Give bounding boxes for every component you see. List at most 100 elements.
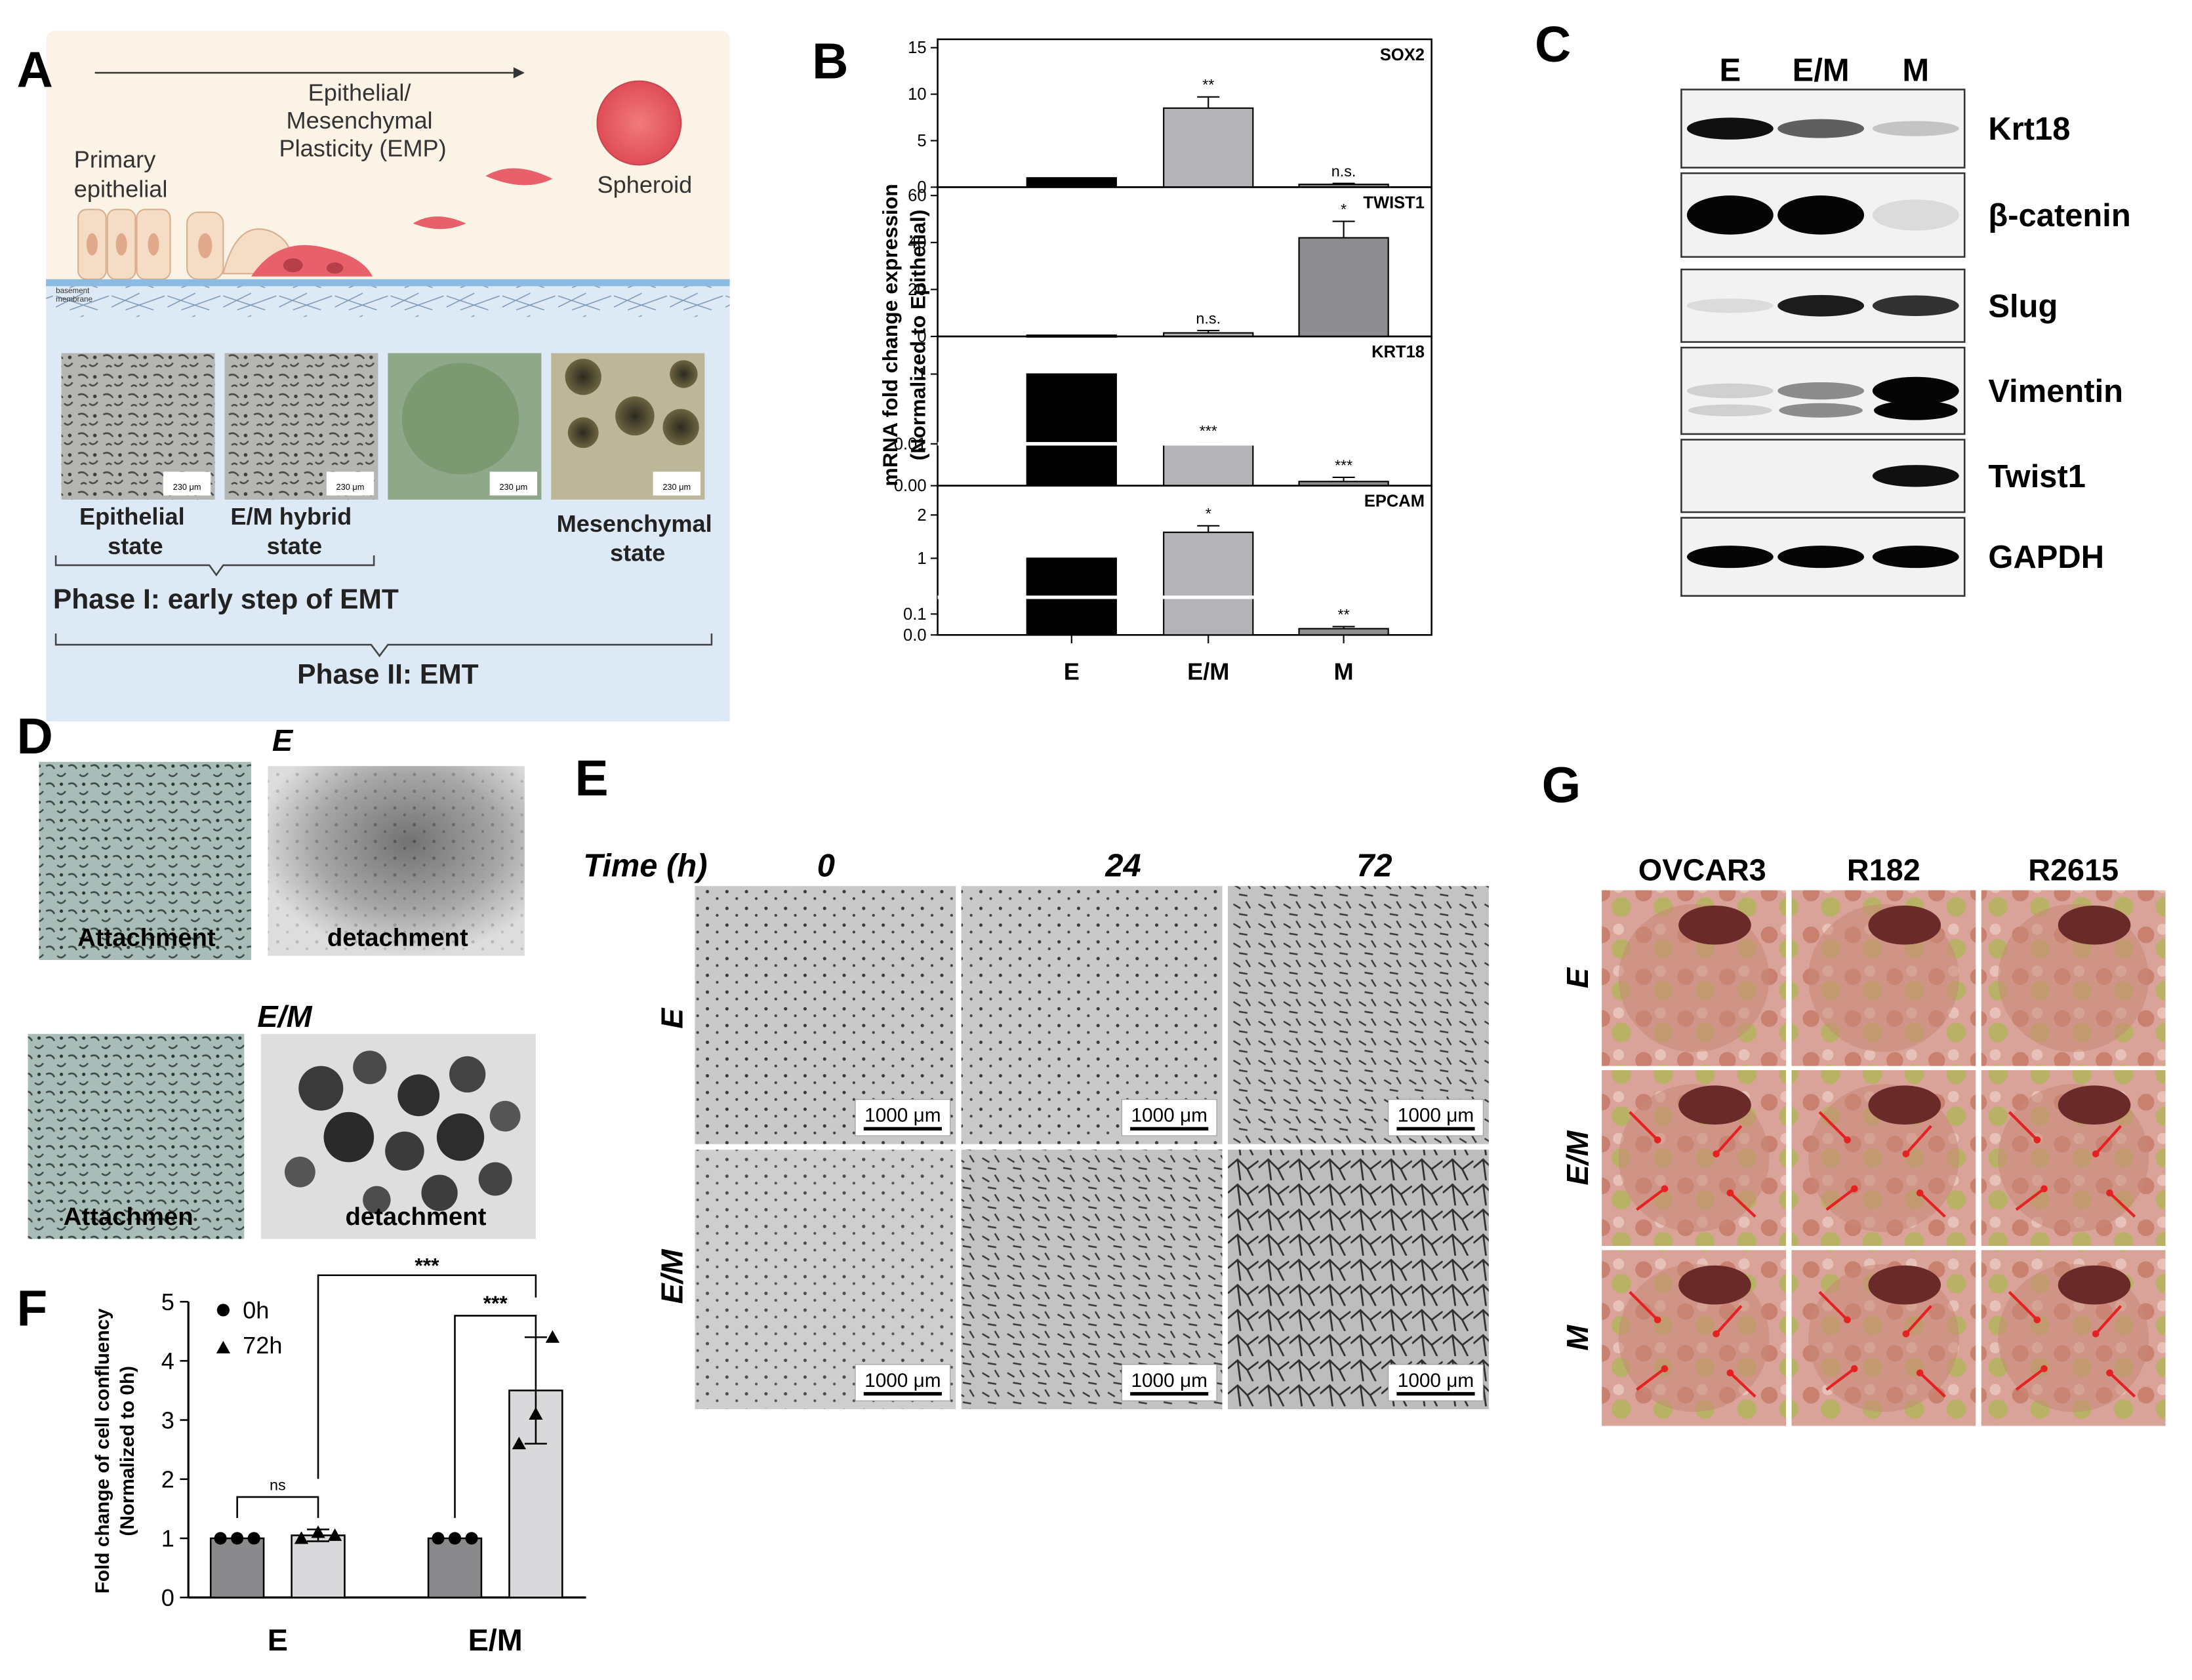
y-tick-label: 0.0 [903,626,926,645]
y-tick-label: 1 [917,550,926,568]
liver [1868,1085,1941,1125]
tumor-arrow [1825,1188,1856,1211]
tumor-arrow [1729,1191,1756,1218]
band-slug-m [1872,295,1959,316]
tumor-arrow [2109,1191,2136,1218]
spheroid-2 [615,396,655,436]
y-tick-label: 2 [161,1466,174,1492]
band-beta-catenin-e [1686,195,1774,235]
tumor-arrowhead [2092,1330,2100,1338]
spheroid-illustration [596,80,682,166]
panel-label-g: G [1542,758,1581,814]
y-tick-label: 0 [161,1584,174,1611]
row-e-label: E [655,1007,689,1029]
panel-g: G OVCAR3 R182 R2615 E E/M M [1542,758,2166,1426]
tumor-arrow [1918,1372,1946,1398]
band-slug-em [1777,294,1865,317]
column-label-ovcar3: OVCAR3 [1638,853,1766,887]
tumor-arrowhead [1916,1369,1924,1376]
data-point-0h [214,1532,227,1545]
tumor-arrowhead [1654,1136,1661,1144]
gene-label-epcam: EPCAM [1364,492,1425,511]
band-vimentin-lower [1688,404,1772,416]
y-tick-label: 3 [161,1407,174,1433]
e-attachment-label: Attachment [77,924,216,952]
significance-label: * [1341,201,1347,218]
spheroid-3 [662,409,699,445]
data-point-0h [465,1532,478,1545]
significance-bracket-em [454,1315,537,1518]
data-point-72h [311,1525,325,1538]
legend-marker-72h [216,1340,231,1353]
tumor-arrow [2008,1290,2039,1321]
band-beta-catenin-m [1872,199,1959,231]
emp-title: Epithelial/ Mesenchymal Plasticity (EMP) [279,79,447,162]
bar-krt18-em [1163,442,1254,487]
bar-sox2-em [1163,107,1254,188]
tumor-arrow [1636,1367,1666,1391]
bar-0h-e [209,1537,265,1599]
e-attachment-image [39,761,251,960]
panel-e-scale-bars: 1000 μm 1000 μm 1000 μm 1000 μm 1000 μm 1000 … [855,1099,1484,1401]
panel-b-chart: SOX2 15 10 5 0 ** n.s. TWIST1 60 40 20 0 n.s. * KRT18 1… [894,38,1432,685]
basement-membrane-label: basement membrane [56,287,92,304]
lane-label-em: E/M [1793,53,1850,89]
lane-label-e: E [1720,53,1741,89]
scale-text: 1000 μm [864,1370,941,1391]
spheroid-4 [567,417,599,449]
y-tick-label: 10 [908,85,926,104]
column-label-r182: R182 [1847,853,1920,887]
basement-membrane [46,279,730,287]
tumor-arrowhead [1902,1150,1910,1157]
tumor-arrow [1629,1290,1659,1321]
y-tick-label: 0 [917,328,926,346]
y-tick-label: 1 [161,1525,174,1552]
liver [1678,905,1751,945]
significance-bracket-between [317,1274,537,1479]
tumor-arrow [1715,1125,1743,1155]
legend-label-72h: 72h [243,1332,282,1359]
blot-label-slug: Slug [1988,289,2058,324]
svg-text:230 μm: 230 μm [173,482,201,492]
em-detachment-label: detachment [346,1203,487,1231]
panel-d-title-em: E/M [257,999,312,1033]
column-label-r2615: R2615 [2028,853,2119,887]
blot-label-twist1: Twist1 [1988,459,2086,494]
spheroid-label: Spheroid [597,171,692,198]
significance-label: *** [1200,422,1217,439]
bar-sox2-e [1026,177,1117,188]
significance-label-between: *** [415,1253,439,1277]
panel-e: E Time (h) 0 24 72 E E/M 1000 μm 1000 μm 1… [575,751,1489,1409]
tumor-arrowhead [1844,1136,1851,1144]
emp-arrowhead [513,67,525,79]
data-point-0h [448,1532,462,1545]
band-slug-e [1686,298,1774,313]
tumor-arrow [1715,1305,1743,1335]
row-label-m: M [1560,1325,1594,1351]
y-tick-label: 5 [917,132,926,150]
tumor-arrowhead [2033,1316,2041,1324]
tumor-arrowhead [1726,1189,1734,1197]
tumor-arrowhead [2033,1136,2041,1144]
liver [1868,1265,1941,1305]
y-tick-label: 5 [161,1289,174,1315]
tumor-arrowhead [2106,1189,2113,1197]
tumor-arrow [2015,1188,2045,1211]
epithelial-cells-illustration [77,209,292,280]
gene-label-twist1: TWIST1 [1363,193,1425,212]
em-hybrid-state-label: E/M hybrid state [230,503,358,559]
band-vimentin-lower [1779,403,1863,418]
panel-label-d: D [17,709,53,765]
tumor-arrow [1818,1290,1849,1321]
data-point-0h [231,1532,244,1545]
y-tick-label: 60 [908,187,926,205]
gene-label-sox2: SOX2 [1380,46,1425,64]
western-blot: E E/M M Krt18 β-catenin Slug Vimentin Twist1 GAP… [1680,53,2131,597]
tumor-arrow [1918,1191,1946,1218]
band-vimentin-m [1872,376,1959,405]
tumor-arrow [2008,1111,2039,1141]
svg-text:230 μm: 230 μm [499,482,527,492]
band-gapdh-e [1686,546,1774,569]
spheroid-1 [565,359,601,395]
